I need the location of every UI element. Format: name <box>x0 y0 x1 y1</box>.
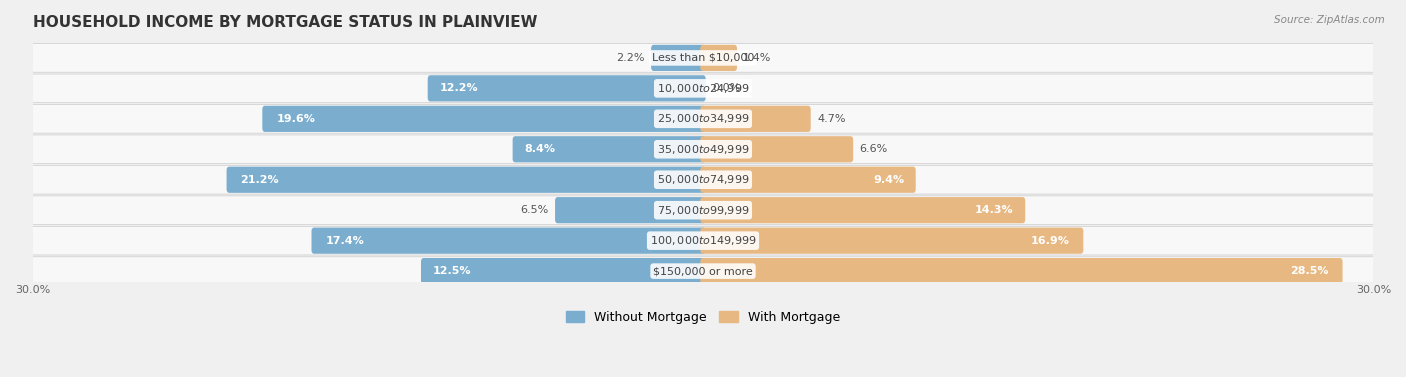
Text: 28.5%: 28.5% <box>1291 266 1329 276</box>
FancyBboxPatch shape <box>31 135 1375 164</box>
Text: 0.0%: 0.0% <box>711 83 740 93</box>
Text: $35,000 to $49,999: $35,000 to $49,999 <box>657 143 749 156</box>
Text: 21.2%: 21.2% <box>240 175 278 185</box>
FancyBboxPatch shape <box>700 228 1084 254</box>
Text: 2.2%: 2.2% <box>616 53 645 63</box>
FancyBboxPatch shape <box>31 44 1375 72</box>
Text: 6.5%: 6.5% <box>520 205 548 215</box>
Text: Less than $10,000: Less than $10,000 <box>652 53 754 63</box>
FancyBboxPatch shape <box>312 228 706 254</box>
FancyBboxPatch shape <box>651 45 706 71</box>
Text: 14.3%: 14.3% <box>974 205 1014 215</box>
Text: 8.4%: 8.4% <box>524 144 555 154</box>
Text: $50,000 to $74,999: $50,000 to $74,999 <box>657 173 749 186</box>
Text: $25,000 to $34,999: $25,000 to $34,999 <box>657 112 749 125</box>
Text: $100,000 to $149,999: $100,000 to $149,999 <box>650 234 756 247</box>
Text: 17.4%: 17.4% <box>325 236 364 246</box>
FancyBboxPatch shape <box>427 75 706 101</box>
FancyBboxPatch shape <box>31 257 1375 285</box>
Text: 6.6%: 6.6% <box>859 144 887 154</box>
FancyBboxPatch shape <box>226 167 706 193</box>
FancyBboxPatch shape <box>31 226 1375 255</box>
FancyBboxPatch shape <box>700 136 853 162</box>
Text: HOUSEHOLD INCOME BY MORTGAGE STATUS IN PLAINVIEW: HOUSEHOLD INCOME BY MORTGAGE STATUS IN P… <box>32 15 537 30</box>
Text: 4.7%: 4.7% <box>817 114 845 124</box>
FancyBboxPatch shape <box>555 197 706 223</box>
Text: 12.2%: 12.2% <box>439 83 478 93</box>
FancyBboxPatch shape <box>263 106 706 132</box>
Text: 16.9%: 16.9% <box>1031 236 1070 246</box>
Legend: Without Mortgage, With Mortgage: Without Mortgage, With Mortgage <box>561 306 845 329</box>
FancyBboxPatch shape <box>513 136 706 162</box>
FancyBboxPatch shape <box>700 197 1025 223</box>
FancyBboxPatch shape <box>700 258 1343 284</box>
Text: 12.5%: 12.5% <box>433 266 471 276</box>
FancyBboxPatch shape <box>700 106 811 132</box>
FancyBboxPatch shape <box>700 45 737 71</box>
FancyBboxPatch shape <box>700 167 915 193</box>
Text: $10,000 to $24,999: $10,000 to $24,999 <box>657 82 749 95</box>
FancyBboxPatch shape <box>31 104 1375 133</box>
Text: $75,000 to $99,999: $75,000 to $99,999 <box>657 204 749 217</box>
Text: 19.6%: 19.6% <box>276 114 315 124</box>
FancyBboxPatch shape <box>31 166 1375 194</box>
FancyBboxPatch shape <box>31 196 1375 225</box>
Text: $150,000 or more: $150,000 or more <box>654 266 752 276</box>
FancyBboxPatch shape <box>31 74 1375 103</box>
Text: 9.4%: 9.4% <box>873 175 904 185</box>
FancyBboxPatch shape <box>420 258 706 284</box>
Text: 1.4%: 1.4% <box>744 53 772 63</box>
Text: Source: ZipAtlas.com: Source: ZipAtlas.com <box>1274 15 1385 25</box>
